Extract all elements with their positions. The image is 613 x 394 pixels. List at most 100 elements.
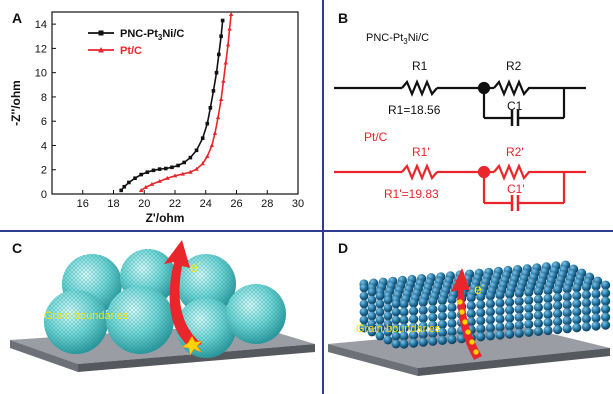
electron-arrow	[164, 240, 202, 348]
atom	[409, 306, 419, 316]
legend-marker	[98, 47, 104, 53]
atom	[553, 293, 563, 303]
atom	[562, 316, 572, 326]
chart-series	[119, 12, 234, 193]
data-point	[122, 184, 127, 189]
data-point	[163, 166, 168, 171]
atom	[601, 320, 611, 330]
data-point	[211, 89, 216, 93]
atom	[543, 293, 553, 304]
atom	[476, 300, 486, 310]
atom	[572, 283, 582, 293]
atom	[383, 311, 393, 321]
circuit-ptc	[334, 163, 586, 211]
atom	[409, 298, 419, 308]
data-point	[217, 52, 221, 57]
nyquist-chart: 16 18 20 22 24 26 28 3002468101214Z'/ohm-Z''/oh…	[9, 11, 304, 225]
data-point	[227, 26, 232, 31]
atom	[591, 321, 601, 331]
atom	[591, 305, 601, 315]
atom	[447, 318, 457, 329]
grain-boundaries-label-c: Grain boundaries	[44, 310, 129, 322]
atom	[581, 290, 591, 300]
circuit-top-title: PNC-Pt3Ni/C	[366, 32, 429, 46]
data-point	[205, 153, 210, 158]
atom	[476, 316, 486, 326]
atom	[428, 296, 438, 306]
y-tick-label: 2	[41, 165, 47, 177]
data-point	[219, 34, 223, 39]
nanowire-atoms	[359, 260, 611, 349]
atom	[399, 331, 409, 341]
atom	[359, 299, 369, 309]
resistor-r2-symbol	[493, 79, 544, 97]
atom	[447, 334, 457, 345]
atom	[399, 307, 409, 317]
atom	[359, 315, 369, 325]
atom	[505, 305, 515, 315]
label-r2p: R2'	[506, 145, 524, 159]
data-point	[149, 181, 155, 186]
atom	[428, 320, 438, 330]
atom	[375, 331, 385, 341]
data-point	[157, 178, 162, 183]
y-tick-label: 10	[35, 68, 47, 80]
atom	[476, 332, 486, 342]
chart-legend: PNC-Pt3Ni/C Pt/C	[88, 28, 184, 57]
vertical-divider	[322, 0, 324, 394]
electron-label-c: e-	[190, 258, 201, 275]
atom	[359, 323, 369, 333]
atom	[367, 303, 377, 313]
atom	[524, 303, 534, 313]
atom	[466, 317, 476, 327]
y-tick-label: 0	[41, 189, 47, 201]
atom	[581, 322, 591, 332]
atom	[391, 315, 401, 325]
atom	[514, 320, 524, 330]
atom	[418, 337, 428, 347]
y-tick-label: 8	[41, 92, 47, 104]
atom	[514, 288, 524, 298]
data-point	[127, 180, 131, 185]
atom	[553, 301, 563, 311]
atom	[466, 301, 476, 311]
atom	[409, 314, 419, 324]
atom	[391, 339, 401, 349]
x-tick-label: 26	[230, 198, 242, 210]
data-point	[228, 12, 234, 17]
atom	[383, 295, 393, 305]
legend-marker	[98, 30, 104, 36]
atom	[553, 285, 563, 295]
atom	[428, 312, 438, 322]
atom	[375, 315, 385, 325]
atom	[495, 322, 505, 332]
data-point	[225, 42, 231, 47]
spark-icon	[181, 335, 203, 356]
x-tick-label: 20	[138, 198, 150, 210]
atom	[437, 311, 447, 321]
horizontal-divider	[0, 230, 613, 232]
data-point	[143, 184, 148, 189]
x-tick-label: 30	[292, 198, 304, 210]
atom	[447, 302, 457, 313]
atom	[485, 299, 495, 309]
atom	[418, 313, 428, 323]
atom	[553, 309, 563, 319]
atom	[476, 292, 486, 302]
electron-arrow	[451, 268, 482, 360]
atom	[399, 323, 409, 333]
legend-label: Pt/C	[120, 45, 142, 57]
atom	[591, 281, 601, 291]
substrate-front-edge	[78, 344, 315, 372]
data-point	[214, 70, 219, 75]
atom	[524, 311, 534, 321]
atom	[359, 291, 369, 301]
electron-label-d: e-	[474, 280, 485, 297]
y-axis-label: -Z''/ohm	[9, 80, 23, 126]
atom	[399, 299, 409, 309]
atom	[485, 331, 495, 341]
atom	[514, 304, 524, 314]
atom	[562, 324, 572, 334]
atom	[505, 321, 515, 331]
x-tick-label: 18	[107, 198, 119, 210]
